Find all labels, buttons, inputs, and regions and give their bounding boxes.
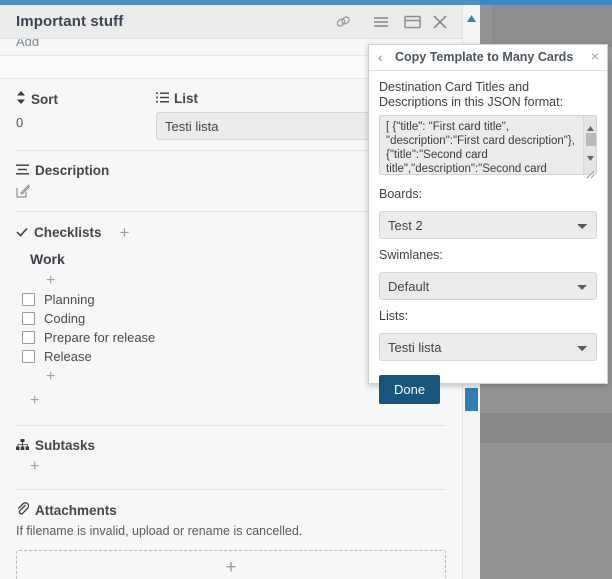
attachment-add-plus: + bbox=[225, 557, 237, 578]
subtasks-header: Subtasks bbox=[16, 438, 446, 453]
textarea-scroll-down-icon[interactable] bbox=[587, 149, 594, 161]
divider-after-subtasks bbox=[16, 489, 446, 490]
sort-label: Sort bbox=[31, 91, 58, 107]
popup-title: Copy Template to Many Cards bbox=[395, 50, 574, 64]
subtasks-section: Subtasks + bbox=[0, 438, 462, 475]
checklist-item-checkbox[interactable] bbox=[22, 293, 35, 306]
checklist-item[interactable]: Prepare for release bbox=[22, 329, 446, 346]
copy-template-popup: ‹ Copy Template to Many Cards × Destinat… bbox=[368, 44, 608, 404]
attachments-label: Attachments bbox=[35, 502, 117, 518]
link-icon[interactable] bbox=[332, 11, 354, 33]
scroll-up-arrow-icon[interactable] bbox=[466, 11, 477, 22]
attachments-note: If filename is invalid, upload or rename… bbox=[16, 524, 303, 538]
sort-value: 0 bbox=[16, 115, 24, 130]
checklist-item[interactable]: Release bbox=[22, 348, 446, 365]
accent-top-bar bbox=[0, 0, 480, 5]
checklist-items: Planning Coding Prepare for release Rele… bbox=[16, 291, 446, 365]
add-checklist-bottom-button[interactable]: + bbox=[30, 392, 40, 409]
lists-field: Lists: Testi lista bbox=[379, 309, 597, 361]
attachments-section: Attachments If filename is invalid, uplo… bbox=[0, 502, 462, 579]
popup-header: ‹ Copy Template to Many Cards × bbox=[369, 45, 607, 71]
attachments-header: Attachments bbox=[16, 502, 446, 518]
checklist-item-label: Planning bbox=[44, 292, 95, 307]
json-format-label: Destination Card Titles and Descriptions… bbox=[379, 80, 564, 109]
description-label: Description bbox=[35, 163, 110, 178]
list-label-row: List bbox=[156, 91, 446, 106]
checklists-header: Checklists + bbox=[16, 224, 446, 241]
add-label-row[interactable]: Add bbox=[0, 39, 462, 55]
checklist-item-label: Prepare for release bbox=[44, 330, 156, 345]
sort-field: Sort 0 bbox=[16, 91, 156, 140]
checklists-label: Checklists bbox=[34, 225, 102, 240]
popup-body: Destination Card Titles and Descriptions… bbox=[369, 71, 607, 404]
swimlanes-label: Swimlanes: bbox=[379, 248, 443, 262]
popup-lists-select[interactable]: Testi lista bbox=[379, 333, 597, 361]
checklist-name: Work bbox=[30, 251, 65, 267]
divider-after-checklists bbox=[16, 425, 446, 426]
swimlanes-field: Swimlanes: Default bbox=[379, 248, 597, 300]
paperclip-icon bbox=[16, 502, 30, 518]
maximize-icon[interactable] bbox=[401, 11, 423, 33]
checklist-item-checkbox[interactable] bbox=[22, 331, 35, 344]
lists-label: Lists: bbox=[379, 309, 409, 323]
page-title: Important stuff bbox=[16, 13, 124, 30]
list-label: List bbox=[174, 91, 199, 106]
description-icon bbox=[16, 163, 29, 178]
add-subtask-button[interactable]: + bbox=[30, 458, 40, 475]
checklist-item-checkbox[interactable] bbox=[22, 312, 35, 325]
boards-field: Boards: Test 2 bbox=[379, 187, 597, 239]
json-textarea[interactable]: [ {"title": "First card title", "descrip… bbox=[379, 115, 597, 175]
checklist-item[interactable]: Planning bbox=[22, 291, 446, 308]
add-checklist-button[interactable]: + bbox=[119, 223, 130, 242]
hamburger-menu-icon[interactable] bbox=[370, 11, 392, 33]
card-detail-window: Important stuff bbox=[0, 5, 480, 579]
accent-top-bar-right bbox=[480, 0, 612, 5]
card-header: Important stuff bbox=[0, 5, 466, 39]
sort-label-row: Sort bbox=[16, 91, 156, 107]
subtasks-icon bbox=[16, 438, 29, 453]
add-checklist-item-bottom-button[interactable]: + bbox=[46, 368, 56, 385]
add-checklist-item-top-button[interactable]: + bbox=[46, 272, 56, 289]
edit-description-icon[interactable] bbox=[16, 184, 446, 201]
json-textarea-wrapper: [ {"title": "First card title", "descrip… bbox=[379, 115, 597, 179]
close-icon[interactable] bbox=[429, 11, 451, 33]
attachment-dropzone[interactable]: + bbox=[16, 550, 446, 579]
popup-close-icon[interactable]: × bbox=[590, 48, 599, 64]
desktop-band-upper bbox=[492, 5, 612, 47]
divider-after-description bbox=[16, 211, 446, 212]
check-icon bbox=[16, 225, 28, 240]
swimlanes-select[interactable]: Default bbox=[379, 272, 597, 300]
boards-label: Boards: bbox=[379, 187, 423, 201]
subtasks-label: Subtasks bbox=[35, 438, 96, 453]
description-header: Description bbox=[16, 163, 446, 178]
list-icon bbox=[156, 91, 169, 106]
sort-icon bbox=[16, 91, 26, 107]
checklist-item-checkbox[interactable] bbox=[22, 350, 35, 363]
textarea-scrollbar-thumb[interactable] bbox=[586, 133, 596, 146]
checklists-section: Checklists + Work + Planning Coding Prep… bbox=[0, 224, 462, 409]
textarea-scrollbar[interactable] bbox=[583, 116, 596, 174]
checklist-item-label: Coding bbox=[44, 311, 86, 326]
divider-after-sort bbox=[16, 150, 446, 151]
checklist-item-label: Release bbox=[44, 349, 92, 364]
description-section: Description bbox=[0, 163, 462, 201]
boards-select[interactable]: Test 2 bbox=[379, 211, 597, 239]
textarea-scroll-up-icon[interactable] bbox=[587, 119, 594, 131]
card-scrollbar-thumb[interactable] bbox=[465, 388, 478, 411]
textarea-resize-grip[interactable] bbox=[586, 167, 595, 179]
back-icon[interactable]: ‹ bbox=[378, 49, 383, 65]
desktop-band-lower bbox=[480, 413, 612, 443]
checklist-item[interactable]: Coding bbox=[22, 310, 446, 327]
add-label: Add bbox=[16, 39, 40, 49]
done-button[interactable]: Done bbox=[379, 375, 441, 404]
